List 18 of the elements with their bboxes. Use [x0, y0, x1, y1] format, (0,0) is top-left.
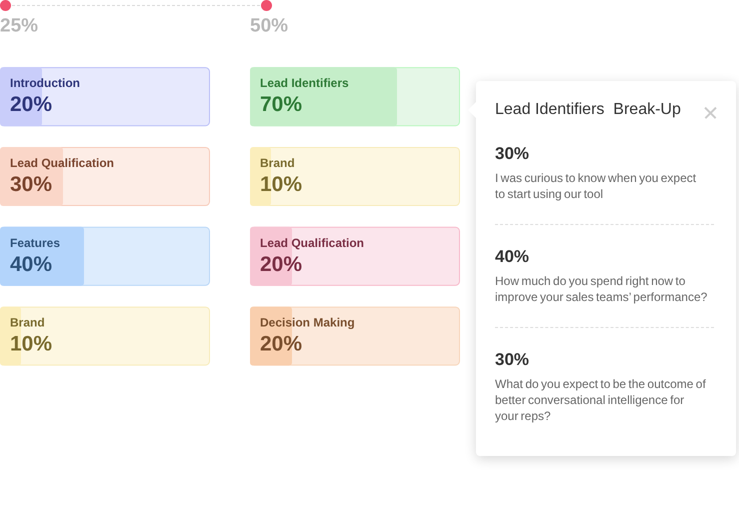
data-label: 10%	[10, 332, 52, 356]
category-label: Lead Qualification	[10, 156, 114, 170]
data-label: 30%	[10, 172, 52, 196]
category-label: Lead Qualification	[260, 236, 364, 250]
data-label: 20%	[260, 252, 302, 276]
category-label: Brand	[260, 156, 295, 170]
category-label: Features	[10, 236, 60, 250]
category-label: Brand	[10, 316, 45, 330]
category-label: Lead Identifiers	[260, 76, 349, 90]
data-label: 40%	[10, 252, 52, 276]
data-label: 20%	[260, 332, 302, 356]
chart-title: 50%	[250, 16, 288, 37]
data-label: 70%	[260, 93, 302, 116]
category-label: Decision Making	[260, 316, 355, 330]
data-label: 10%	[260, 172, 302, 196]
data-label: 20%	[10, 93, 52, 116]
chart-title: 25%	[0, 16, 38, 37]
category-label: Introduction	[10, 76, 80, 90]
